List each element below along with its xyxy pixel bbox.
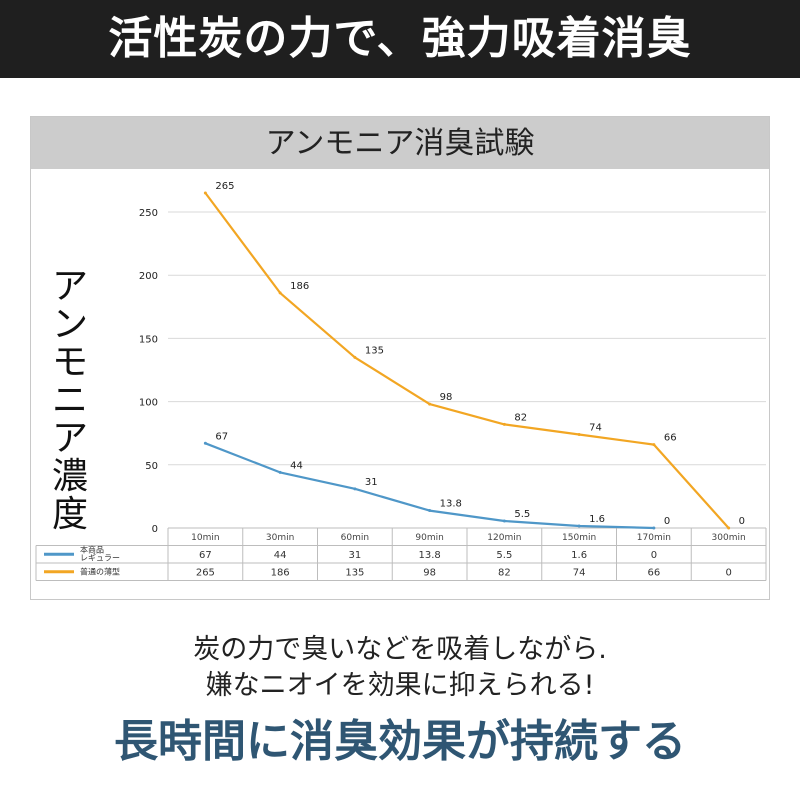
series-line-1 xyxy=(205,442,654,530)
series-line-2 xyxy=(204,192,730,529)
data-point xyxy=(428,509,432,513)
data-point xyxy=(353,355,357,359)
x-tick-label: 170min xyxy=(637,533,671,543)
chart-title: アンモニア消臭試験 xyxy=(31,117,769,169)
table-cell: 0 xyxy=(725,568,731,579)
y-axis-label: アンモニア濃度 xyxy=(52,266,89,535)
data-label: 1.6 xyxy=(589,514,605,525)
data-label: 0 xyxy=(664,516,670,527)
banner-title: 活性炭の力で、強力吸着消臭 xyxy=(0,0,800,78)
data-point xyxy=(428,402,432,406)
message-line-1: 炭の力で臭いなどを吸着しながら. xyxy=(193,634,607,665)
data-label: 13.8 xyxy=(440,499,462,510)
y-tick-label: 250 xyxy=(139,208,158,219)
data-point xyxy=(652,443,656,447)
y-tick-label: 200 xyxy=(139,271,158,282)
legend-label: レギュラー xyxy=(80,554,120,563)
data-label: 135 xyxy=(365,345,384,356)
data-label: 67 xyxy=(215,431,228,442)
data-point xyxy=(502,422,506,426)
y-tick-label: 0 xyxy=(152,524,158,535)
x-tick-label: 10min xyxy=(191,533,219,543)
data-point xyxy=(353,487,357,491)
table-cell: 135 xyxy=(345,568,364,579)
chart-panel: アンモニア消臭試験 xyxy=(30,116,770,600)
x-tick-label: 120min xyxy=(487,533,521,543)
data-label: 66 xyxy=(664,433,677,444)
data-point xyxy=(502,519,506,523)
message-line-2: 嫌なニオイを効果に抑えられる! xyxy=(205,670,595,701)
data-label: 31 xyxy=(365,477,378,488)
table-cell: 13.8 xyxy=(418,550,440,561)
table-cell: 31 xyxy=(349,550,362,561)
table-cell: 98 xyxy=(423,568,436,579)
tagline: 長時間に消臭効果が持続する xyxy=(114,716,686,767)
table-cell: 0 xyxy=(651,550,657,561)
data-label: 186 xyxy=(290,281,309,292)
table-cell: 186 xyxy=(271,568,290,579)
table-cell: 66 xyxy=(648,568,661,579)
data-label: 98 xyxy=(440,392,453,403)
table-cell: 44 xyxy=(274,550,287,561)
data-point xyxy=(203,441,207,445)
data-label: 265 xyxy=(215,181,234,192)
data-label: 44 xyxy=(290,460,303,471)
data-label: 74 xyxy=(589,422,602,433)
table-cell: 1.6 xyxy=(571,550,587,561)
data-point xyxy=(278,291,282,295)
data-point xyxy=(278,470,282,474)
legend-label: 本商品 xyxy=(80,545,104,555)
x-tick-label: 300min xyxy=(712,533,746,543)
x-tick-label: 150min xyxy=(562,533,596,543)
legend-label: 普通の薄型 xyxy=(80,567,120,577)
data-point xyxy=(203,191,207,195)
data-point xyxy=(577,432,581,436)
table-cell: 5.5 xyxy=(496,550,512,561)
x-tick-label: 60min xyxy=(341,533,369,543)
data-point xyxy=(577,524,581,528)
y-tick-label: 100 xyxy=(139,398,158,409)
data-point xyxy=(727,526,731,530)
data-label: 5.5 xyxy=(514,509,530,520)
y-tick-label: 50 xyxy=(145,461,158,472)
table-cell: 265 xyxy=(196,568,215,579)
x-tick-label: 90min xyxy=(415,533,443,543)
y-tick-label: 150 xyxy=(139,334,158,345)
data-label: 82 xyxy=(514,412,527,423)
table-cell: 82 xyxy=(498,568,511,579)
table-cell: 74 xyxy=(573,568,586,579)
x-tick-label: 30min xyxy=(266,533,294,543)
data-point xyxy=(652,526,656,530)
data-label: 0 xyxy=(739,516,745,527)
table-cell: 67 xyxy=(199,550,212,561)
